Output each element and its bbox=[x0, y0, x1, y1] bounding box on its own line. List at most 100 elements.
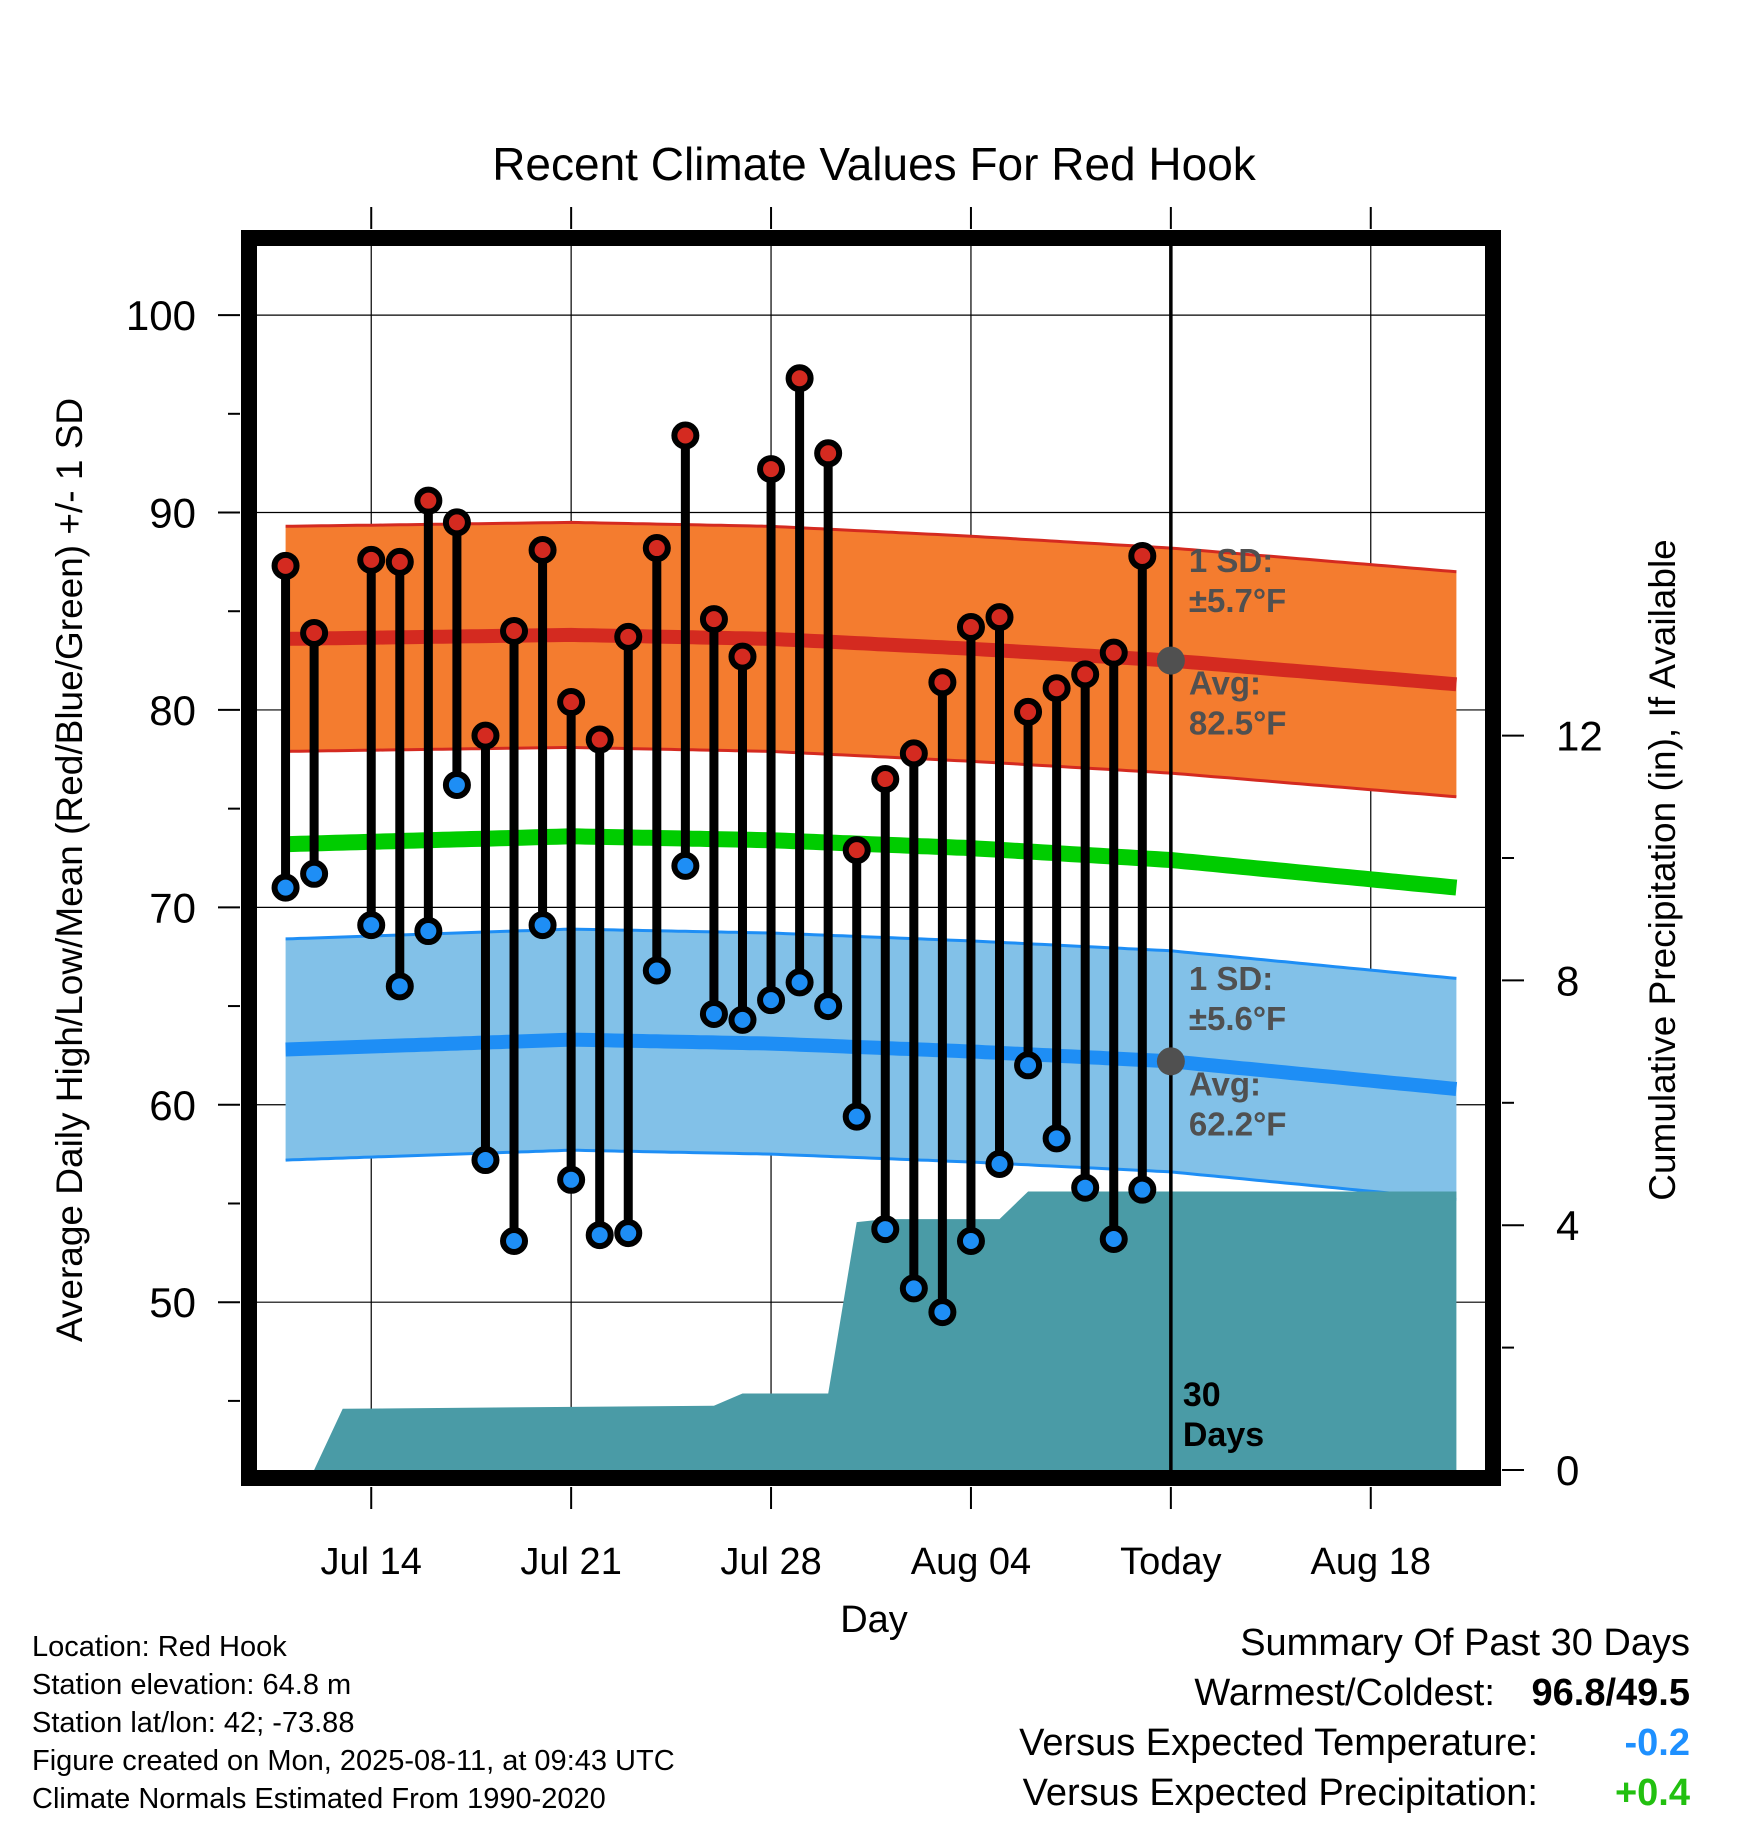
high-temp-point bbox=[300, 618, 329, 647]
y2-tick-label: 0 bbox=[1556, 1447, 1579, 1494]
high-temp-point bbox=[899, 739, 928, 768]
y-tick-label: 80 bbox=[149, 687, 196, 734]
y2-tick-label: 12 bbox=[1556, 713, 1603, 760]
low-avg-label: Avg: bbox=[1189, 1065, 1261, 1102]
high-temp-point bbox=[671, 421, 700, 450]
low-temp-point bbox=[699, 999, 728, 1028]
high-temp-point bbox=[385, 547, 414, 576]
high-temp-point bbox=[357, 545, 386, 574]
low-temp-point bbox=[956, 1226, 985, 1255]
high-temp-point bbox=[757, 455, 786, 484]
low-temp-point bbox=[814, 992, 843, 1021]
low-temp-point bbox=[385, 972, 414, 1001]
x-tick-label: Jul 21 bbox=[520, 1541, 621, 1583]
high-temp-point bbox=[956, 613, 985, 642]
low-temp-point bbox=[442, 770, 471, 799]
low-temp-point bbox=[500, 1226, 529, 1255]
y-tick-label: 60 bbox=[149, 1082, 196, 1129]
precip-label: Versus Expected Precipitation: bbox=[1022, 1772, 1538, 1814]
x-tick-label: Aug 04 bbox=[911, 1541, 1031, 1583]
low-temp-point bbox=[300, 859, 329, 888]
station-info: Location: Red Hook Station elevation: 64… bbox=[32, 1628, 675, 1818]
high-temp-point bbox=[585, 725, 614, 754]
low-temp-point bbox=[585, 1221, 614, 1250]
low-temp-point bbox=[785, 968, 814, 997]
high-temp-point bbox=[1042, 674, 1071, 703]
high-temp-point bbox=[471, 721, 500, 750]
high-temp-point bbox=[1071, 660, 1100, 689]
plot-frame bbox=[241, 230, 1501, 1486]
today-low-average-marker bbox=[1156, 1047, 1185, 1076]
y2-tick-label: 8 bbox=[1556, 957, 1579, 1004]
low-temp-point bbox=[271, 873, 300, 902]
coldest-value: 49.5 bbox=[1616, 1672, 1690, 1714]
low-temp-point bbox=[985, 1150, 1014, 1178]
low-temp-point bbox=[528, 911, 557, 940]
low-temp-point bbox=[1099, 1225, 1128, 1254]
high-temp-point bbox=[271, 551, 300, 580]
high-temp-point bbox=[528, 536, 557, 565]
warm-cold-label: Warmest/Coldest: bbox=[1194, 1672, 1495, 1714]
summary-warm-cold: Warmest/Coldest: 96.8/49.5 bbox=[1019, 1668, 1690, 1718]
high-band-upper-edge bbox=[285, 520, 1457, 574]
info-created: Figure created on Mon, 2025-08-11, at 09… bbox=[32, 1745, 675, 1777]
x-tick-label: Aug 18 bbox=[1311, 1541, 1431, 1583]
low-temp-point bbox=[728, 1005, 757, 1034]
x-axis-label: Day bbox=[840, 1599, 908, 1641]
period-label-number: 30 bbox=[1183, 1376, 1221, 1414]
high-temp-point bbox=[1128, 541, 1157, 570]
temp-departure: -0.2 bbox=[1624, 1722, 1690, 1764]
summary-title: Summary Of Past 30 Days bbox=[1240, 1622, 1690, 1664]
low-temp-point bbox=[414, 917, 443, 946]
mean-average-line bbox=[285, 828, 1458, 896]
low-temp-point bbox=[1128, 1175, 1157, 1204]
low-temp-point bbox=[899, 1274, 928, 1303]
low-sd-band bbox=[285, 929, 1457, 1200]
low-sd-label: 1 SD: bbox=[1189, 960, 1273, 997]
period-label-unit: Days bbox=[1183, 1416, 1264, 1454]
x-tick-label: Jul 28 bbox=[720, 1541, 821, 1583]
low-temp-point bbox=[1042, 1124, 1071, 1153]
chart-title: Recent Climate Values For Red Hook bbox=[492, 138, 1257, 190]
high-sd-value: ±5.7°F bbox=[1189, 582, 1286, 619]
low-temp-point bbox=[614, 1219, 643, 1248]
low-avg-value: 62.2°F bbox=[1189, 1105, 1287, 1142]
high-temp-point bbox=[642, 534, 671, 563]
high-sd-label: 1 SD: bbox=[1189, 542, 1273, 579]
high-temp-point bbox=[1014, 697, 1043, 726]
low-temp-point bbox=[928, 1298, 957, 1327]
low-temp-point bbox=[357, 911, 386, 940]
summary-precipitation: Versus Expected Precipitation: +0.4 bbox=[1019, 1768, 1690, 1818]
x-tick-label: Jul 14 bbox=[321, 1541, 422, 1583]
y2-tick-label: 4 bbox=[1556, 1202, 1579, 1249]
high-temp-point bbox=[614, 622, 643, 651]
high-temp-point bbox=[928, 668, 957, 697]
info-location: Location: Red Hook bbox=[32, 1631, 287, 1663]
high-temp-point bbox=[728, 642, 757, 671]
temp-label: Versus Expected Temperature: bbox=[1019, 1722, 1538, 1764]
high-temp-point bbox=[699, 605, 728, 634]
high-temp-point bbox=[785, 364, 814, 393]
high-avg-label: Avg: bbox=[1189, 665, 1261, 702]
high-temp-point bbox=[985, 603, 1014, 632]
high-temp-point bbox=[814, 439, 843, 468]
high-temp-point bbox=[500, 616, 529, 645]
y-axis-label: Average Daily High/Low/Mean (Red/Blue/Gr… bbox=[49, 398, 90, 1342]
low-temp-point bbox=[757, 986, 786, 1015]
high-avg-value: 82.5°F bbox=[1189, 705, 1287, 742]
low-temp-point bbox=[1071, 1173, 1100, 1202]
info-latlon: Station lat/lon: 42; -73.88 bbox=[32, 1707, 355, 1739]
precip-departure: +0.4 bbox=[1614, 1772, 1690, 1814]
summary-temperature: Versus Expected Temperature: -0.2 bbox=[1019, 1718, 1690, 1768]
low-temp-point bbox=[1014, 1051, 1043, 1080]
x-tick-label: Today bbox=[1120, 1541, 1221, 1583]
low-temp-point bbox=[642, 956, 671, 985]
low-temp-point bbox=[842, 1102, 871, 1131]
y-tick-label: 100 bbox=[126, 292, 196, 339]
high-sd-band bbox=[285, 522, 1457, 797]
low-temp-point bbox=[871, 1215, 900, 1244]
today-high-average-marker bbox=[1156, 646, 1185, 675]
y-tick-label: 70 bbox=[149, 884, 196, 931]
